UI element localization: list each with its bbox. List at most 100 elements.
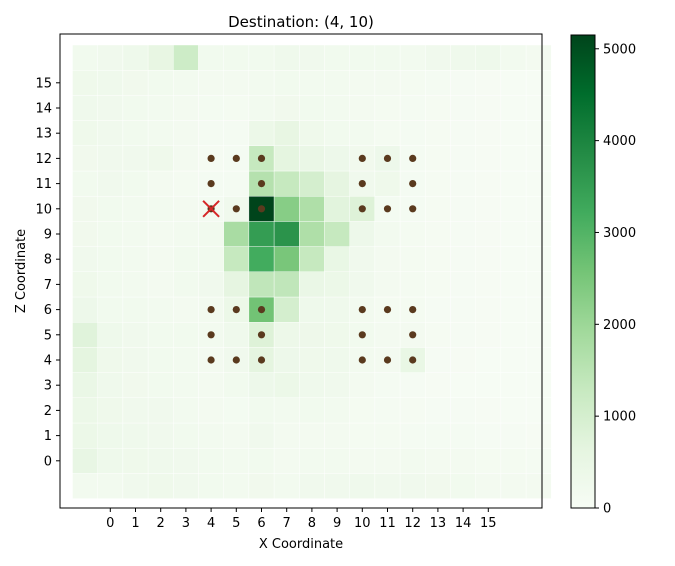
data-point bbox=[383, 205, 392, 213]
heatmap-cell bbox=[450, 347, 476, 373]
heatmap-cell bbox=[399, 120, 426, 146]
heatmap-cell bbox=[198, 221, 224, 247]
heatmap-cell bbox=[475, 221, 502, 247]
y-axis-label: Z Coordinate bbox=[14, 229, 29, 313]
heatmap-cell bbox=[450, 170, 476, 197]
heatmap-cell bbox=[273, 145, 300, 172]
heatmap-cell bbox=[475, 170, 502, 197]
destination-x-stroke bbox=[202, 200, 220, 218]
heatmap-cell bbox=[122, 145, 149, 172]
heatmap-cell bbox=[223, 170, 250, 197]
heatmap-cell bbox=[173, 145, 199, 172]
heatmap-cell bbox=[173, 246, 199, 273]
heatmap-cell bbox=[525, 145, 552, 172]
data-point bbox=[409, 356, 417, 364]
heatmap-cell bbox=[349, 95, 376, 121]
heatmap-cell bbox=[450, 44, 476, 71]
heatmap-cell bbox=[399, 473, 426, 499]
heatmap-cell bbox=[525, 170, 552, 197]
heatmap-cell bbox=[97, 347, 124, 373]
x-tick-label: 3 bbox=[182, 516, 190, 531]
heatmap-cell bbox=[173, 195, 199, 222]
heatmap-cell bbox=[122, 271, 149, 298]
heatmap-cell bbox=[450, 473, 476, 499]
heatmap-cell bbox=[72, 422, 98, 449]
heatmap-cell bbox=[198, 69, 224, 96]
heatmap-cell bbox=[475, 195, 502, 222]
colorbar-tick-label: 1000 bbox=[603, 410, 636, 425]
heatmap-cell bbox=[525, 44, 552, 71]
heatmap-cell bbox=[72, 145, 98, 172]
heatmap-cell bbox=[97, 372, 124, 399]
heatmap-cell bbox=[500, 120, 527, 146]
heatmap-cell bbox=[273, 372, 300, 399]
heatmap-cell bbox=[147, 221, 174, 247]
heatmap-cell bbox=[299, 473, 325, 499]
heatmap-cell bbox=[475, 448, 502, 474]
heatmap-cell bbox=[324, 69, 350, 96]
heatmap-cell bbox=[475, 95, 502, 121]
heatmap-cell bbox=[122, 397, 149, 424]
heatmap-cell bbox=[450, 422, 476, 449]
heatmap-cell bbox=[223, 322, 250, 348]
heatmap-cell bbox=[324, 322, 350, 348]
heatmap-cell bbox=[72, 296, 98, 323]
heatmap-cell bbox=[399, 246, 426, 273]
heatmap-cell bbox=[198, 473, 224, 499]
heatmap-cell bbox=[173, 120, 199, 146]
heatmap-cell bbox=[147, 422, 174, 449]
heatmap-cell bbox=[198, 448, 224, 474]
heatmap-cell bbox=[72, 221, 98, 247]
heatmap-cell bbox=[147, 69, 174, 96]
heatmap-cell bbox=[425, 44, 451, 71]
x-tick-label: 6 bbox=[257, 516, 265, 531]
heatmap-cell bbox=[349, 44, 376, 71]
colorbar-tick-label: 5000 bbox=[603, 42, 636, 57]
heatmap-cell bbox=[349, 246, 376, 273]
heatmap-cell bbox=[147, 397, 174, 424]
heatmap-cell bbox=[500, 271, 527, 298]
heatmap-cell bbox=[72, 271, 98, 298]
heatmap-cells bbox=[72, 44, 552, 499]
heatmap-cell bbox=[97, 473, 124, 499]
heatmap-cell bbox=[173, 473, 199, 499]
heatmap-cell bbox=[273, 44, 300, 71]
heatmap-cell bbox=[173, 44, 199, 71]
data-point bbox=[232, 205, 240, 213]
heatmap-cell bbox=[399, 221, 426, 247]
heatmap-cell bbox=[122, 296, 149, 323]
heatmap-cell bbox=[147, 322, 174, 348]
heatmap-cell bbox=[349, 120, 376, 146]
heatmap-cell bbox=[374, 322, 401, 348]
heatmap-cell bbox=[374, 221, 401, 247]
heatmap-cell bbox=[425, 69, 451, 96]
data-point bbox=[207, 154, 215, 162]
heatmap-cell bbox=[299, 170, 325, 197]
heatmap-cell bbox=[147, 271, 174, 298]
heatmap-cell bbox=[475, 322, 502, 348]
heatmap-cell bbox=[299, 397, 325, 424]
heatmap-cell bbox=[299, 347, 325, 373]
data-point bbox=[409, 180, 417, 188]
heatmap-cell bbox=[97, 44, 124, 71]
heatmap-cell bbox=[399, 271, 426, 298]
heatmap-cell bbox=[173, 296, 199, 323]
heatmap-cell bbox=[500, 145, 527, 172]
heatmap-cell bbox=[147, 44, 174, 71]
heatmap-cell bbox=[399, 397, 426, 424]
heatmap-cell bbox=[374, 422, 401, 449]
heatmap-cell bbox=[147, 372, 174, 399]
heatmap-cell bbox=[324, 271, 350, 298]
x-tick-label: 8 bbox=[308, 516, 316, 531]
heatmap-cell bbox=[475, 422, 502, 449]
colorbar-tick-label: 2000 bbox=[603, 318, 636, 333]
y-tick-label: 10 bbox=[35, 202, 52, 217]
heatmap-cell bbox=[173, 448, 199, 474]
x-tick-label: 5 bbox=[232, 516, 240, 531]
heatmap-cell bbox=[324, 170, 350, 197]
heatmap-cell bbox=[122, 347, 149, 373]
heatmap-cell bbox=[223, 448, 250, 474]
heatmap-cell bbox=[147, 448, 174, 474]
heatmap-cell bbox=[525, 120, 552, 146]
